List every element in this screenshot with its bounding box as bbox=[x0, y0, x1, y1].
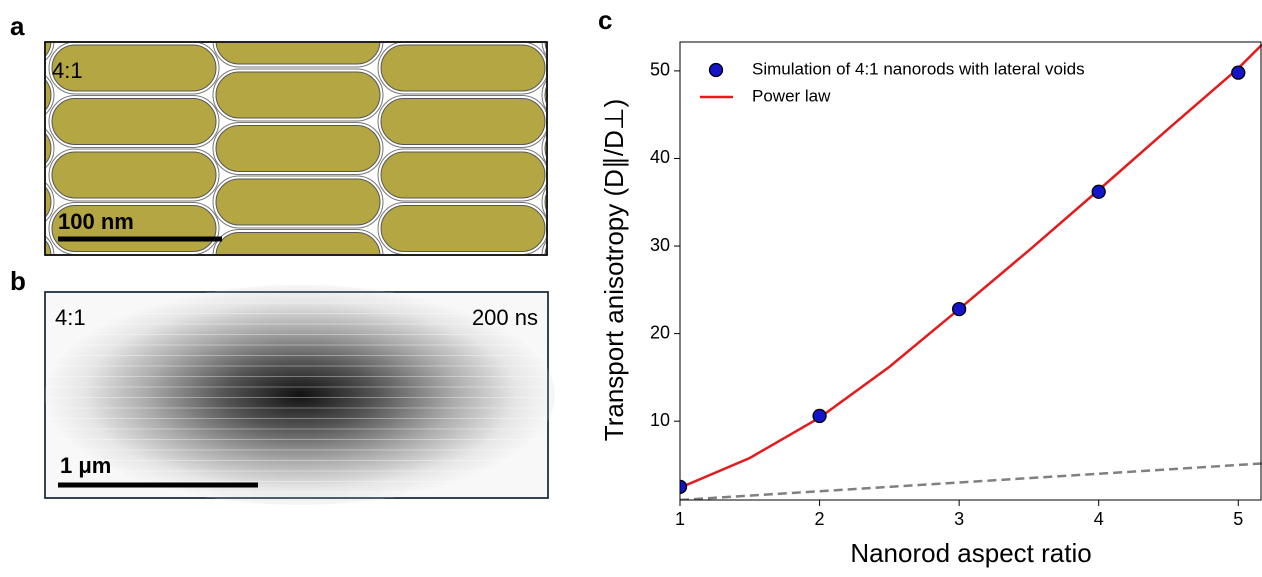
data-point bbox=[953, 303, 966, 316]
scale-bar-label: 1 μm bbox=[60, 453, 111, 478]
reference-line bbox=[680, 463, 1262, 500]
rod bbox=[52, 99, 216, 145]
rod bbox=[381, 45, 545, 91]
rod bbox=[216, 126, 380, 172]
rod bbox=[0, 126, 51, 172]
data-point bbox=[1232, 66, 1245, 79]
plot-area bbox=[674, 45, 1262, 500]
rod bbox=[381, 152, 545, 198]
rod bbox=[381, 99, 545, 145]
time-label: 200 ns bbox=[472, 305, 538, 330]
ratio-label: 4:1 bbox=[55, 305, 86, 330]
x-tick-label: 3 bbox=[954, 509, 964, 529]
x-tick-label: 2 bbox=[815, 509, 825, 529]
y-tick-label: 20 bbox=[650, 322, 670, 342]
rod bbox=[216, 179, 380, 225]
rod bbox=[216, 72, 380, 118]
y-tick-label: 30 bbox=[650, 235, 670, 255]
axes-frame bbox=[680, 42, 1261, 500]
data-point bbox=[813, 409, 826, 422]
rod bbox=[52, 152, 216, 198]
rod-shell bbox=[542, 15, 712, 67]
ratio-label: 4:1 bbox=[52, 58, 83, 83]
rod bbox=[545, 18, 709, 64]
rod bbox=[0, 179, 51, 225]
legend-label: Power law bbox=[752, 86, 831, 105]
rod bbox=[216, 18, 380, 64]
rod bbox=[0, 72, 51, 118]
chart: 1 2 3 4 5 10 20 30 40 50 Simulation of 4:1 nanorod… bbox=[650, 45, 1262, 529]
rod bbox=[381, 206, 545, 252]
panel-label: b bbox=[10, 266, 26, 296]
y-tick-label: 50 bbox=[650, 60, 670, 80]
fit-line bbox=[680, 45, 1262, 488]
rod bbox=[0, 18, 51, 64]
data-point bbox=[1092, 185, 1105, 198]
y-axis-title: Transport anisotropy (D∥/D⊥) bbox=[599, 99, 629, 441]
legend-label: Simulation of 4:1 nanorods with lateral … bbox=[752, 59, 1085, 78]
x-tick-label: 4 bbox=[1094, 509, 1104, 529]
y-tick-label: 10 bbox=[650, 410, 670, 430]
x-tick-label: 1 bbox=[675, 509, 685, 529]
panel-label: a bbox=[10, 11, 25, 41]
legend-marker bbox=[710, 64, 723, 77]
y-tick-label: 40 bbox=[650, 147, 670, 167]
panel-label: c bbox=[598, 5, 612, 35]
x-tick-label: 5 bbox=[1233, 509, 1243, 529]
scale-bar-label: 100 nm bbox=[58, 209, 134, 234]
x-axis-title: Nanorod aspect ratio bbox=[850, 538, 1091, 568]
